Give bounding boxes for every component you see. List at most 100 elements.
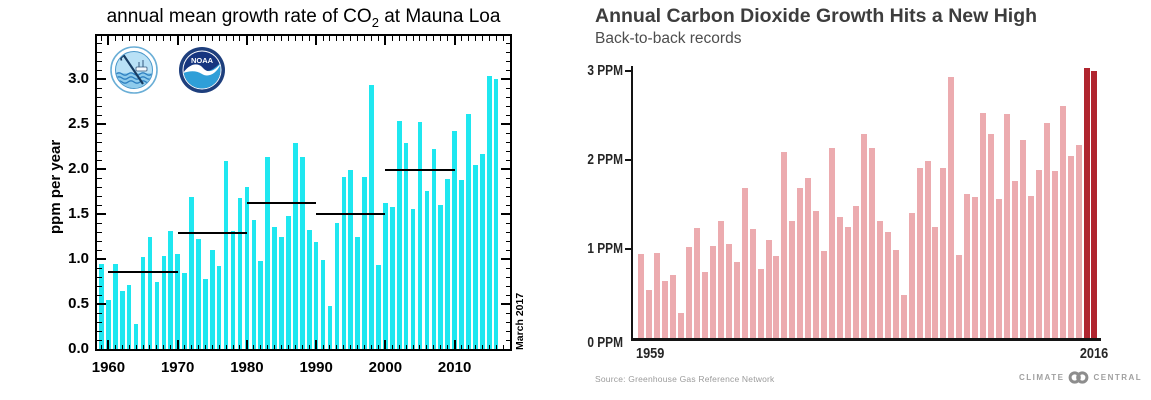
y-tick xyxy=(505,321,510,323)
bar-1961 xyxy=(654,253,661,338)
x-tick xyxy=(287,36,289,41)
x-tick-label-start: 1959 xyxy=(636,345,665,362)
bar-1997 xyxy=(362,177,367,349)
x-tick xyxy=(239,36,241,41)
x-tick xyxy=(107,340,110,349)
source-attribution: Source: Greenhouse Gas Reference Network xyxy=(595,374,775,384)
y-tick xyxy=(97,177,102,179)
bar-1973 xyxy=(196,239,201,349)
x-tick xyxy=(253,344,255,349)
y-tick xyxy=(505,249,510,251)
x-tick xyxy=(467,344,469,349)
x-tick xyxy=(101,344,102,349)
bar-1983 xyxy=(829,148,836,338)
y-tick xyxy=(505,87,510,89)
bar-1996 xyxy=(355,236,360,349)
y-tick xyxy=(505,195,510,197)
logo-group: NOAA xyxy=(110,46,226,94)
y-tick xyxy=(505,159,510,161)
decade-mean-line xyxy=(108,270,178,273)
y-tick xyxy=(505,330,510,332)
bar-1970 xyxy=(175,253,180,349)
decade-mean-line xyxy=(316,213,386,216)
bar-2008 xyxy=(438,205,444,349)
bar-1999 xyxy=(956,255,963,338)
y-tick xyxy=(97,339,102,341)
x-tick xyxy=(232,36,234,41)
x-tick xyxy=(329,36,331,41)
x-tick xyxy=(384,340,387,349)
bar-2014 xyxy=(480,153,485,349)
y-tick xyxy=(505,186,510,188)
y-tick xyxy=(501,168,510,171)
bar-2004 xyxy=(410,208,416,349)
bar-1987 xyxy=(860,134,867,338)
x-tick xyxy=(412,36,414,41)
x-tick xyxy=(322,36,324,41)
chart-title: annual mean growth rate of CO2 at Mauna … xyxy=(95,6,512,30)
x-tick xyxy=(453,36,456,45)
bar-1973 xyxy=(749,229,756,338)
bar-1996 xyxy=(932,226,939,338)
x-tick xyxy=(274,36,276,41)
x-tick-label: 1990 xyxy=(299,359,333,376)
y-tick xyxy=(97,78,106,81)
x-tick xyxy=(267,344,269,349)
x-tick xyxy=(315,340,318,349)
x-tick xyxy=(495,344,497,349)
x-tick xyxy=(419,36,421,41)
bar-1975 xyxy=(209,250,215,349)
x-tick xyxy=(294,344,296,349)
x-tick xyxy=(260,344,262,349)
bar-2003 xyxy=(988,134,995,338)
x-tick xyxy=(447,36,449,41)
bar-1968 xyxy=(709,246,716,338)
x-tick xyxy=(350,344,352,349)
x-tick xyxy=(336,344,338,349)
bar-1992 xyxy=(900,295,907,338)
x-tick-label: 2000 xyxy=(368,359,403,376)
x-tick xyxy=(287,344,289,349)
bar-2012 xyxy=(466,114,471,349)
plot-area: NOAA xyxy=(95,34,512,351)
bar-1988 xyxy=(868,148,875,338)
x-tick xyxy=(461,36,463,41)
y-tick-label: 2 PPM xyxy=(587,152,623,168)
x-tick xyxy=(357,36,359,41)
x-tick xyxy=(308,344,310,349)
bar-1990 xyxy=(313,241,319,349)
bar-2003 xyxy=(403,143,409,349)
bar-1984 xyxy=(837,216,844,338)
y-tick xyxy=(97,69,102,71)
x-tick xyxy=(371,36,373,41)
y-tick xyxy=(505,69,510,71)
y-tick xyxy=(97,60,102,62)
x-tick xyxy=(184,344,186,349)
mauna-loa-chart-panel: annual mean growth rate of CO2 at Mauna … xyxy=(0,0,575,400)
y-tick-label: 1 PPM xyxy=(587,241,623,257)
bar-1981 xyxy=(813,210,820,338)
x-tick xyxy=(176,36,179,45)
bar-1990 xyxy=(884,232,891,338)
bar-1965 xyxy=(140,257,146,349)
y-axis-title: ppm per year xyxy=(47,139,64,235)
y-tick xyxy=(505,114,510,116)
x-tick xyxy=(142,36,144,41)
brand-word-central: CENTRAL xyxy=(1093,373,1143,382)
bar-1987 xyxy=(293,143,298,349)
bar-1980 xyxy=(244,187,250,349)
bar-1966 xyxy=(147,237,153,349)
bar-2015 xyxy=(1083,68,1090,338)
x-tick xyxy=(121,36,123,41)
bar-1968 xyxy=(161,256,167,349)
bar-1971 xyxy=(733,262,740,338)
bar-1962 xyxy=(119,291,125,349)
climate-central-logo: CLIMATE CENTRAL xyxy=(1019,371,1142,384)
x-tick xyxy=(488,36,490,41)
bar-2001 xyxy=(972,197,979,338)
x-tick xyxy=(467,36,469,41)
bar-1999 xyxy=(376,265,381,349)
bar-1992 xyxy=(327,305,333,349)
y-tick-label: 2.5 xyxy=(68,115,89,133)
bar-1981 xyxy=(251,220,257,349)
